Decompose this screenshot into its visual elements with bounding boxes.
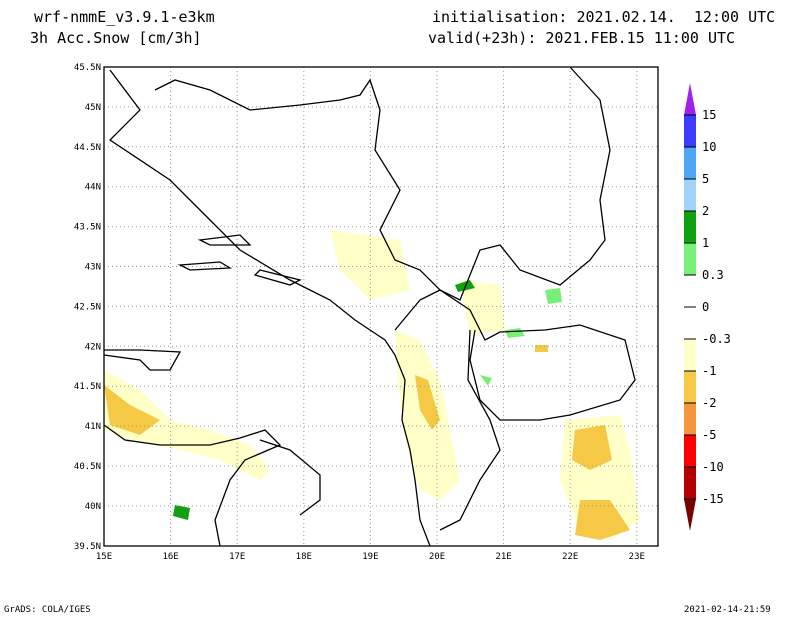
lat-tick-label: 42N bbox=[85, 342, 101, 352]
colorbar-label: 1 bbox=[702, 236, 709, 250]
lon-tick-label: 18E bbox=[296, 552, 312, 562]
variable-title: 3h Acc.Snow [cm/3h] bbox=[30, 29, 202, 47]
colorbar-label: -15 bbox=[702, 492, 724, 506]
lat-tick-label: 41N bbox=[85, 422, 101, 432]
colorbar-segment bbox=[684, 307, 696, 339]
colorbar-label: -1 bbox=[702, 364, 716, 378]
snow-field bbox=[104, 230, 640, 540]
colorbar-segment bbox=[684, 147, 696, 179]
colorbar-segment bbox=[684, 339, 696, 371]
colorbar-segment bbox=[684, 435, 696, 467]
lon-tick-label: 20E bbox=[429, 552, 445, 562]
longitude-axis: 15E 16E 17E 18E 19E 20E 21E 22E 23E bbox=[96, 552, 645, 562]
colorbar-label: -0.3 bbox=[702, 332, 731, 346]
footer-timestamp: 2021-02-14-21:59 bbox=[684, 605, 771, 615]
lon-tick-label: 17E bbox=[229, 552, 245, 562]
map-frame bbox=[103, 66, 659, 547]
lat-tick-label: 43N bbox=[85, 263, 101, 273]
colorbar-bottom-arrow bbox=[684, 499, 696, 531]
lat-tick-label: 42.5N bbox=[74, 302, 101, 312]
colorbar-label: 15 bbox=[702, 108, 716, 122]
colorbar-label: 0 bbox=[702, 300, 709, 314]
lon-tick-label: 19E bbox=[362, 552, 378, 562]
lat-tick-label: 45N bbox=[85, 103, 101, 113]
model-title: wrf-nmmE_v3.9.1-e3km bbox=[34, 8, 215, 26]
colorbar-label: 5 bbox=[702, 172, 709, 186]
lon-tick-label: 23E bbox=[629, 552, 645, 562]
colorbar-segment bbox=[684, 403, 696, 435]
colorbar-segment bbox=[684, 243, 696, 275]
colorbar-label: 0.3 bbox=[702, 268, 724, 282]
valid-time: valid(+23h): 2021.FEB.15 11:00 UTC bbox=[428, 29, 736, 47]
latitude-axis: 45.5N 45N 44.5N 44N 43.5N 43N 42.5N 42N 41.5N 41N… bbox=[74, 63, 101, 552]
lon-tick-label: 22E bbox=[562, 552, 578, 562]
colorbar-segment bbox=[684, 371, 696, 403]
colorbar-segment bbox=[684, 115, 696, 147]
lat-tick-label: 44.5N bbox=[74, 143, 101, 153]
coastlines-borders bbox=[103, 66, 636, 547]
lat-tick-label: 40.5N bbox=[74, 462, 101, 472]
lat-tick-label: 41.5N bbox=[74, 382, 101, 392]
colorbar-segment bbox=[684, 179, 696, 211]
lat-tick-label: 39.5N bbox=[74, 542, 101, 552]
colorbar-segment bbox=[684, 467, 696, 499]
lat-tick-label: 40N bbox=[85, 502, 101, 512]
lat-tick-label: 43.5N bbox=[74, 223, 101, 233]
colorbar-label: -2 bbox=[702, 396, 716, 410]
lat-tick-label: 45.5N bbox=[74, 63, 101, 73]
footer-credit: GrADS: COLA/IGES bbox=[4, 605, 91, 615]
colorbar-label: -5 bbox=[702, 428, 716, 442]
colorbar-segment bbox=[684, 275, 696, 307]
lon-tick-label: 15E bbox=[96, 552, 112, 562]
colorbar-top-arrow bbox=[684, 83, 696, 115]
lat-tick-label: 44N bbox=[85, 183, 101, 193]
colorbar-label: -10 bbox=[702, 460, 724, 474]
colorbar-label: 2 bbox=[702, 204, 709, 218]
colorbar-segment bbox=[684, 211, 696, 243]
lon-tick-label: 16E bbox=[162, 552, 178, 562]
lon-tick-label: 21E bbox=[495, 552, 511, 562]
colorbar-label: 10 bbox=[702, 140, 716, 154]
colorbar: 15 10 5 2 1 0.3 0 -0.3 -1 -2 -5 -10 -15 bbox=[684, 83, 731, 531]
init-time: initialisation: 2021.02.14. 12:00 UTC bbox=[432, 8, 776, 26]
